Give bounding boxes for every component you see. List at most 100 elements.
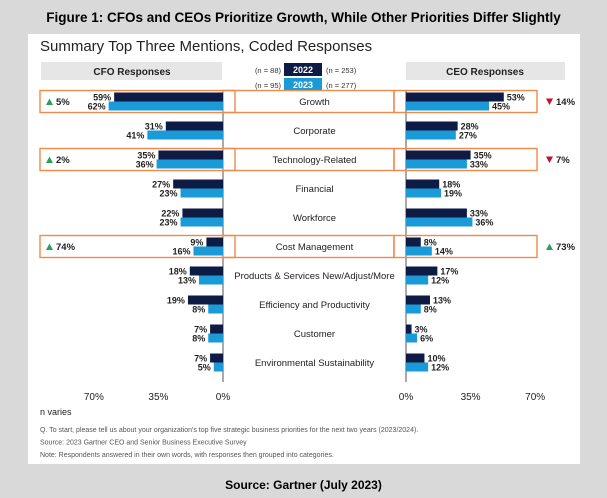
cfo-bar-2022-products-services-new-adjust-more [189, 266, 223, 276]
change-label-cfo-technology-related: 2% [56, 155, 70, 166]
ceo-bar-2022-technology-related [406, 150, 471, 160]
change-label-ceo-cost-management: 73% [556, 242, 576, 253]
legend-ceo-n: (n = 253) [326, 66, 357, 75]
ceo-bar-2022-corporate [406, 121, 458, 131]
ceo-bar-2023-corporate [406, 130, 456, 140]
change-arrow-down-icon [546, 98, 553, 105]
cfo-value-2022-workforce: 22% [161, 208, 179, 218]
cfo-bar-2023-customer [208, 333, 223, 343]
ceo-value-2023-technology-related: 33% [470, 159, 488, 169]
cfo-bar-2022-cost-management [206, 237, 223, 247]
change-label-cfo-growth: 5% [56, 97, 70, 108]
legend-year-2023: 2023 [293, 80, 313, 90]
ceo-bar-2022-environmental-sustainability [406, 353, 425, 363]
cfo-tick-label: 35% [148, 392, 168, 403]
ceo-tick-label: 0% [399, 392, 414, 403]
change-arrow-up-icon [46, 156, 53, 163]
cfo-bar-2023-financial [180, 188, 223, 198]
ceo-value-2023-cost-management: 14% [435, 246, 453, 256]
ceo-header-bg [406, 62, 565, 80]
ceo-value-2022-environmental-sustainability: 10% [427, 353, 445, 363]
figure-title: Figure 1: CFOs and CEOs Prioritize Growt… [46, 10, 561, 25]
category-label-growth: Growth [299, 97, 330, 108]
ceo-bar-2023-technology-related [406, 159, 467, 169]
ceo-bar-2022-growth [406, 92, 504, 102]
cfo-bar-2023-workforce [180, 217, 223, 227]
ceo-value-2022-cost-management: 8% [424, 237, 437, 247]
category-label-efficiency-and-productivity: Efficiency and Productivity [259, 300, 370, 311]
change-label-cfo-cost-management: 74% [56, 242, 76, 253]
cfo-bar-2022-growth [114, 92, 223, 102]
ceo-bar-2023-products-services-new-adjust-more [406, 275, 429, 285]
cfo-bar-2023-products-services-new-adjust-more [199, 275, 223, 285]
cfo-bar-2022-environmental-sustainability [210, 353, 223, 363]
category-label-corporate: Corporate [293, 126, 335, 137]
cfo-bar-2022-efficiency-and-productivity [187, 295, 223, 305]
footnote-line: Q. To start, please tell us about your o… [40, 427, 418, 434]
change-arrow-down-icon [546, 156, 553, 163]
ceo-value-2023-environmental-sustainability: 12% [431, 362, 449, 372]
ceo-value-2022-growth: 53% [507, 92, 525, 102]
cfo-value-2023-corporate: 41% [126, 130, 144, 140]
ceo-value-2022-workforce: 33% [470, 208, 488, 218]
ceo-header: CEO Responses [446, 67, 524, 78]
change-arrow-up-icon [46, 243, 53, 250]
cfo-tick-label: 70% [84, 392, 104, 403]
cfo-bar-2022-technology-related [158, 150, 223, 160]
change-arrow-up-icon [46, 98, 53, 105]
ceo-bar-2023-efficiency-and-productivity [406, 304, 421, 314]
cfo-bar-2023-efficiency-and-productivity [208, 304, 223, 314]
footnote-line: Note: Respondents answered in their own … [40, 452, 334, 459]
ceo-value-2022-corporate: 28% [461, 121, 479, 131]
legend-swatch-2023 [284, 78, 322, 91]
cfo-value-2023-cost-management: 16% [172, 246, 190, 256]
cfo-value-2023-products-services-new-adjust-more: 13% [178, 275, 196, 285]
cfo-bar-2023-corporate [147, 130, 223, 140]
change-label-ceo-growth: 14% [556, 97, 576, 108]
category-label-financial: Financial [295, 184, 333, 195]
cfo-value-2023-workforce: 23% [160, 217, 178, 227]
cfo-value-2022-efficiency-and-productivity: 19% [167, 295, 185, 305]
ceo-value-2022-customer: 3% [415, 324, 428, 334]
cfo-value-2023-technology-related: 36% [136, 159, 154, 169]
highlight-box-cfo-technology-related [39, 147, 236, 172]
cfo-header: CFO Responses [93, 67, 171, 78]
category-label-workforce: Workforce [293, 213, 336, 224]
legend-cfo-n: (n = 95) [255, 81, 282, 90]
ceo-value-2023-growth: 45% [492, 101, 510, 111]
change-label-ceo-technology-related: 7% [556, 155, 570, 166]
chart-title: Summary Top Three Mentions, Coded Respon… [40, 38, 372, 55]
cfo-value-2023-environmental-sustainability: 5% [198, 362, 211, 372]
cfo-value-2022-growth: 59% [93, 92, 111, 102]
cfo-bar-2023-technology-related [156, 159, 223, 169]
cfo-value-2023-financial: 23% [160, 188, 178, 198]
cfo-tick-label: 0% [216, 392, 231, 403]
category-label-environmental-sustainability: Environmental Sustainability [255, 358, 375, 369]
cfo-bar-2023-environmental-sustainability [213, 362, 223, 372]
ceo-value-2022-technology-related: 35% [474, 150, 492, 160]
cfo-value-2022-products-services-new-adjust-more: 18% [169, 266, 187, 276]
legend-cfo-n: (n = 88) [255, 66, 282, 75]
source-caption: Source: Gartner (July 2023) [225, 478, 382, 492]
highlight-box-cfo-cost-management [39, 234, 236, 259]
ceo-bar-2022-products-services-new-adjust-more [406, 266, 438, 276]
change-arrow-up-icon [546, 243, 553, 250]
cfo-bar-2023-cost-management [193, 246, 223, 256]
category-label-cost-management: Cost Management [276, 242, 354, 253]
legend-ceo-n: (n = 277) [326, 81, 357, 90]
ceo-value-2023-financial: 19% [444, 188, 462, 198]
chart: Summary Top Three Mentions, Coded Respon… [39, 38, 576, 459]
legend-swatch-2022 [284, 63, 322, 76]
category-label-customer: Customer [294, 329, 335, 340]
ceo-value-2023-corporate: 27% [459, 130, 477, 140]
ceo-value-2022-financial: 18% [442, 179, 460, 189]
ceo-bar-2023-workforce [406, 217, 473, 227]
cfo-bar-2022-corporate [165, 121, 223, 131]
ceo-value-2022-efficiency-and-productivity: 13% [433, 295, 451, 305]
footnote-line: Source: 2023 Gartner CEO and Senior Busi… [40, 440, 247, 447]
cfo-header-bg [41, 62, 222, 80]
cfo-value-2022-corporate: 31% [145, 121, 163, 131]
cfo-value-2023-customer: 8% [192, 333, 205, 343]
ceo-bar-2023-cost-management [406, 246, 432, 256]
ceo-bar-2023-financial [406, 188, 442, 198]
